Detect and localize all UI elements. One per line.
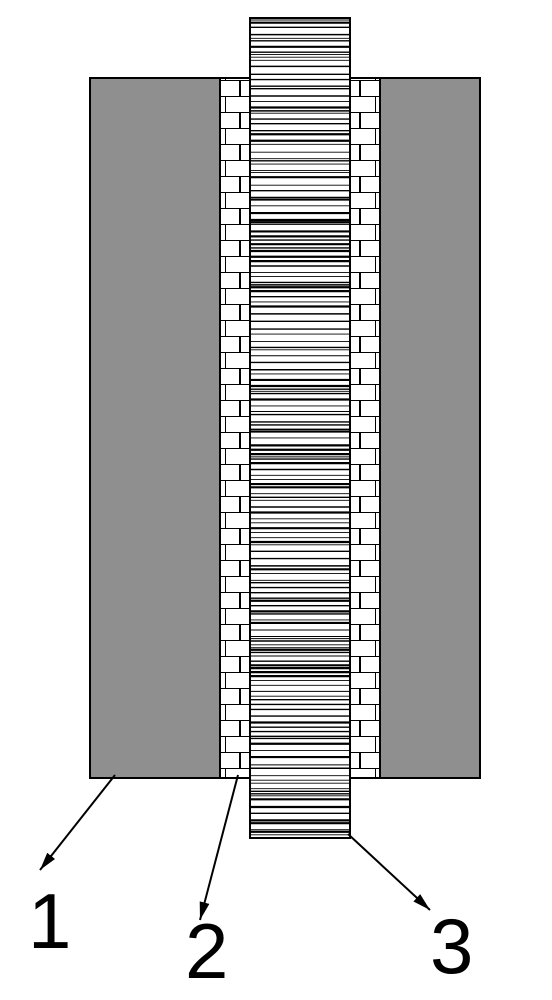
leader-2 (200, 775, 238, 920)
diagram-svg (0, 0, 552, 1000)
leader-1 (40, 775, 115, 870)
sleeve-right (350, 78, 380, 778)
diagram-stage: 1 2 3 (0, 0, 552, 1000)
callout-label-3: 3 (430, 907, 473, 985)
leader-3 (348, 834, 430, 910)
core-bar (250, 18, 350, 838)
callout-label-1: 1 (28, 882, 71, 960)
callout-label-2: 2 (185, 912, 228, 990)
sleeve-left (220, 78, 250, 778)
